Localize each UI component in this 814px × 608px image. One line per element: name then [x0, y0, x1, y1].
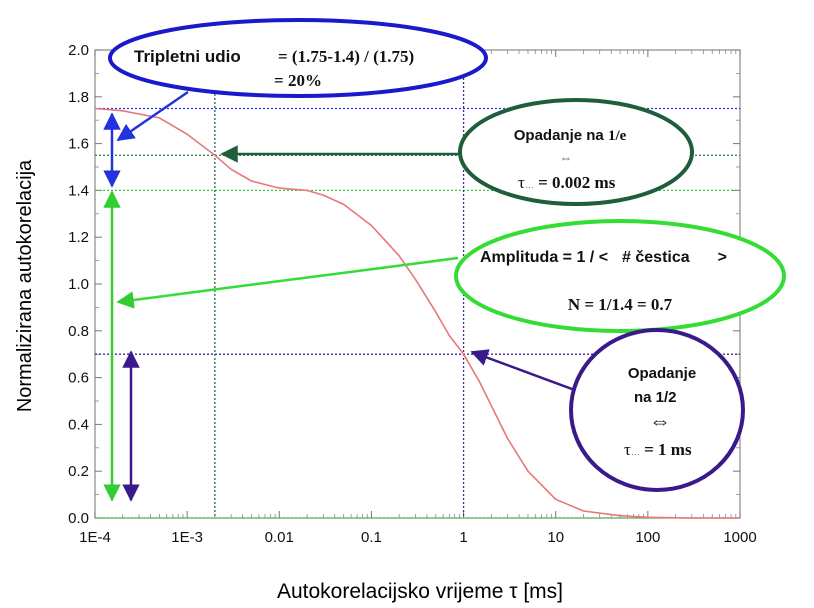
x-tick-label: 100: [635, 529, 660, 546]
decay-e-tau-symbol: τ: [518, 173, 525, 192]
decay-half-tau-symbol: τ: [624, 440, 631, 459]
triplet-annotation: Tripletni udio = (1.75-1.4) / (1.75) = 2…: [108, 18, 488, 98]
amplitude-annotation: Amplituda = 1 / < # čestica > N = 1/1.4 = …: [454, 219, 786, 333]
triplet-label: Tripletni udio: [134, 47, 241, 66]
y-tick-label: 0.0: [68, 510, 89, 527]
x-tick-label: 0.1: [361, 529, 382, 546]
y-axis-title: Normalizirana autokorelacija: [14, 159, 36, 412]
triplet-pointer-arrow: [116, 90, 189, 142]
amplitude-line1-mid: # čestica: [622, 249, 690, 266]
amplitude-line1-left: Amplituda = 1 / <: [480, 249, 608, 266]
y-tick-label: 0.8: [68, 323, 89, 340]
decay-e-title: Opadanje na 1/e: [514, 127, 627, 144]
x-axis-title: Autokorelacijsko vrijeme τ [ms]: [277, 580, 563, 603]
decay-half-tau-sub: …: [631, 447, 640, 457]
x-tick-label: 0.01: [265, 529, 294, 546]
decay-half-line2: na 1/2: [634, 389, 677, 406]
y-tick-label: 1.8: [68, 89, 89, 106]
x-tick-label: 1: [459, 529, 467, 546]
amplitude-ellipse: [454, 219, 786, 333]
amplitude-line2: N = 1/1.4 = 0.7: [568, 295, 673, 314]
triplet-result: = 20%: [274, 71, 322, 90]
y-tick-label: 1.0: [68, 276, 89, 293]
y-tick-label: 1.2: [68, 229, 89, 246]
decay-e-tau: τ… = 0.002 ms: [518, 173, 616, 192]
y-tick-label: 1.4: [68, 182, 89, 199]
decay-half-pointer-arrow: [470, 349, 581, 394]
x-tick-label: 1E-3: [171, 529, 203, 546]
x-tick-label: 1000: [723, 529, 756, 546]
x-tick-label: 1E-4: [79, 529, 111, 546]
triplet-formula: = (1.75-1.4) / (1.75): [278, 47, 414, 66]
decay-half-ellipse: [569, 328, 745, 492]
y-tick-label: 1.6: [68, 136, 89, 153]
y-axis-ticks: 0.0 0.2 0.4 0.6 0.8 1.0 1.2 1.4 1.6 1.8 2.0: [68, 42, 740, 527]
decay-e-tau-sub: …: [525, 180, 534, 190]
decay-half-annotation: Opadanje na 1/2 ⇔ τ… = 1 ms: [569, 328, 745, 492]
amplitude-pointer-arrow: [116, 256, 459, 309]
decay-e-title-value: 1/e: [608, 128, 627, 144]
decay-half-tau: τ… = 1 ms: [624, 440, 692, 459]
amplitude-line1-right: >: [718, 249, 727, 266]
decay-half-equivalence-icon: ⇔: [649, 408, 671, 433]
decay-half-line1: Opadanje: [628, 365, 696, 382]
decay-e-tau-value: = 0.002 ms: [538, 173, 616, 192]
decay-e-ellipse: [458, 98, 694, 206]
y-tick-label: 2.0: [68, 42, 89, 59]
decay-e-equivalence-icon: ⇔: [560, 150, 573, 165]
y-tick-label: 0.2: [68, 463, 89, 480]
decay-e-title-prefix: Opadanje na: [514, 127, 605, 144]
triplet-ellipse: [108, 18, 488, 98]
x-tick-label: 10: [547, 529, 564, 546]
y-tick-label: 0.4: [68, 416, 89, 433]
decay-half-tau-value: = 1 ms: [644, 440, 692, 459]
amplitude-line1: Amplituda = 1 / < # čestica >: [480, 249, 727, 266]
y-tick-label: 0.6: [68, 370, 89, 387]
decay-e-annotation: Opadanje na 1/e ⇔ τ… = 0.002 ms: [458, 98, 694, 206]
